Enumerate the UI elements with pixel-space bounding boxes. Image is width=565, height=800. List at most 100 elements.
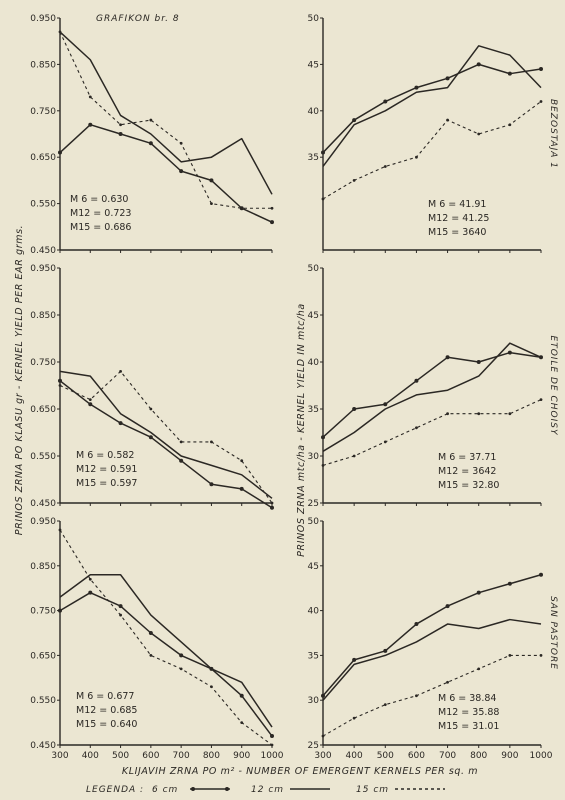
data-point [508, 654, 512, 657]
mean-annotation: M12 = 41.25 [428, 213, 489, 224]
x-tick-label: 800 [203, 751, 220, 761]
x-tick-label: 900 [233, 751, 250, 761]
data-point [270, 206, 274, 210]
x-tick-label: 800 [470, 751, 487, 761]
data-point [88, 398, 92, 401]
y-tick-label: 30 [308, 696, 320, 706]
series-line-12cm [322, 618, 542, 701]
data-point [445, 76, 450, 81]
y-tick-label: 0.550 [30, 200, 56, 210]
y-tick-label: 50 [308, 14, 320, 24]
data-point [88, 590, 93, 595]
data-point [210, 202, 213, 206]
data-point [321, 150, 325, 155]
x-tick-label: 500 [377, 751, 394, 761]
data-point [179, 169, 184, 174]
mean-annotation: M15 = 3640 [428, 227, 486, 238]
mean-annotation: M12 = 35.88 [438, 707, 499, 718]
data-point [539, 398, 543, 401]
data-point [476, 360, 481, 364]
mean-annotation: M12 = 0.723 [70, 208, 131, 219]
data-point [383, 402, 388, 407]
x-tick-label: 1000 [530, 751, 553, 761]
data-point [539, 654, 543, 657]
mean-annotation: M12 = 0.685 [76, 705, 137, 716]
data-point [88, 122, 93, 127]
y-tick-label: 0.750 [30, 358, 56, 368]
data-point [270, 220, 274, 225]
series-line-6cm [59, 380, 273, 509]
data-point [119, 613, 122, 617]
y-tick-label: 0.950 [30, 14, 56, 24]
mean-annotation: M15 = 0.597 [76, 478, 137, 489]
y-tick-label: 35 [308, 651, 319, 661]
data-point [58, 30, 62, 34]
y-tick-label: 0.750 [30, 107, 56, 117]
data-point [352, 407, 357, 411]
data-point [321, 693, 325, 698]
data-point [239, 693, 244, 698]
y-tick-label: 0.650 [30, 405, 56, 415]
data-point [58, 608, 62, 613]
series-line-6cm [59, 591, 273, 737]
x-tick-label: 900 [501, 751, 518, 761]
y-tick-label: 0.650 [30, 153, 56, 163]
y-tick-label: 0.650 [30, 651, 56, 661]
series-line-12cm [59, 574, 273, 728]
data-point [321, 464, 325, 467]
data-point [352, 454, 356, 458]
data-point [539, 572, 543, 577]
data-point [58, 150, 62, 155]
data-point [179, 653, 184, 658]
site-label: BEZOSTAJA 1 [548, 99, 558, 169]
data-point [507, 581, 512, 586]
data-point [383, 648, 388, 653]
data-point [446, 118, 449, 122]
mean-annotation: M12 = 0.591 [76, 464, 137, 475]
series-line-15cm [322, 654, 541, 737]
data-point [352, 716, 356, 720]
legend-swatch-point [225, 787, 229, 791]
data-point [383, 703, 387, 707]
data-point [476, 62, 481, 67]
data-point [414, 622, 419, 627]
series-line-15cm [59, 370, 273, 504]
y-tick-label: 0.850 [30, 562, 56, 572]
data-point [118, 421, 123, 426]
x-tick-label: 400 [346, 751, 363, 761]
data-point [210, 440, 213, 444]
mean-annotation: M 6 = 0.677 [76, 691, 134, 702]
data-point [270, 505, 274, 510]
data-point [118, 132, 123, 136]
y-tick-label: 0.550 [30, 696, 56, 706]
data-point [446, 412, 449, 416]
data-point [383, 440, 387, 444]
mean-annotation: M 6 = 0.582 [76, 450, 134, 461]
data-point [239, 486, 244, 491]
legend-label: 6 cm [152, 785, 178, 795]
mean-annotation: M15 = 32.80 [438, 480, 499, 491]
data-point [119, 370, 122, 373]
legend-title: LEGENDA : [86, 785, 144, 795]
y-tick-label: 40 [308, 607, 320, 617]
chart-panel-1: 0.950 0.850 0.750 0.650 0.550 0.450 M 6 = 0.63… [30, 14, 274, 256]
x-tick-label: 500 [112, 751, 129, 761]
data-point [270, 743, 274, 747]
mean-annotation: M15 = 0.640 [76, 719, 137, 730]
legend-label: 15 cm [356, 785, 389, 795]
data-point [321, 435, 325, 440]
data-point [119, 123, 122, 127]
data-point [179, 141, 183, 145]
data-point [446, 680, 449, 684]
y-tick-label: 40 [308, 107, 320, 117]
mean-annotation: M15 = 0.686 [70, 222, 131, 233]
data-point [58, 378, 62, 383]
x-tick-label: 700 [439, 751, 456, 761]
y-tick-label: 25 [308, 499, 319, 509]
y-tick-label: 35 [308, 405, 319, 415]
data-point [240, 459, 244, 463]
x-tick-label: 600 [408, 751, 425, 761]
data-point [539, 100, 543, 103]
